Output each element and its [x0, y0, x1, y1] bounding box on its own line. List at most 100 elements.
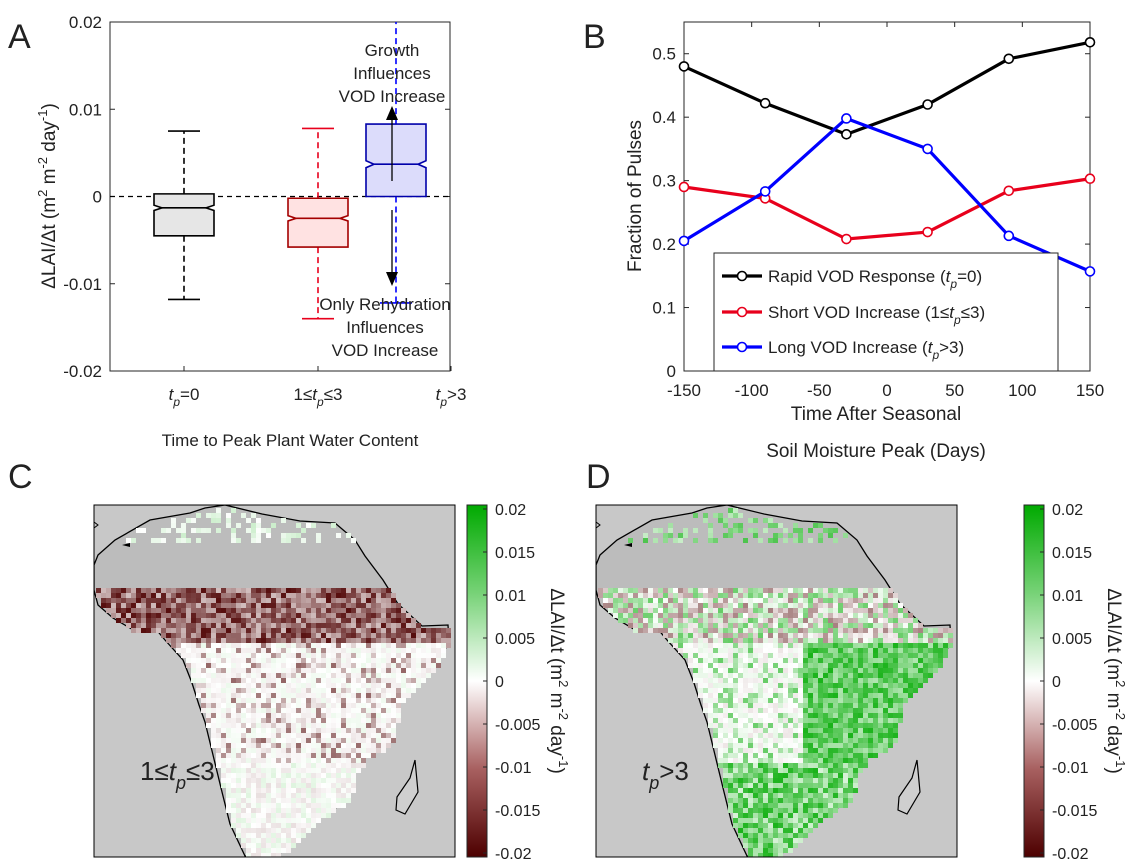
heatmap-cell [858, 663, 863, 668]
heatmap-cell [938, 648, 943, 653]
heatmap-cell [823, 758, 828, 763]
heatmap-cell [111, 613, 116, 618]
heatmap-cell [261, 698, 266, 703]
heatmap-cell [286, 778, 291, 783]
heatmap-cell [848, 763, 853, 768]
heatmap-cell [833, 678, 838, 683]
heatmap-cell [798, 698, 803, 703]
heatmap-cell [226, 773, 231, 778]
heatmap-cell [723, 638, 728, 643]
heatmap-cell [196, 648, 201, 653]
heatmap-cell [783, 603, 788, 608]
heatmap-cell [296, 733, 301, 738]
heatmap-cell [386, 678, 391, 683]
heatmap-cell [908, 633, 913, 638]
heatmap-cell [618, 598, 623, 603]
heatmap-cell [668, 638, 673, 643]
heatmap-cell [848, 748, 853, 753]
heatmap-cell [266, 673, 271, 678]
heatmap-cell [858, 593, 863, 598]
heatmap-cell [778, 773, 783, 778]
heatmap-cell [863, 643, 868, 648]
heatmap-cell [858, 673, 863, 678]
heatmap-cell [773, 683, 778, 688]
heatmap-cell [808, 758, 813, 763]
heatmap-cell [286, 813, 291, 818]
heatmap-cell [391, 628, 396, 633]
heatmap-cell [281, 743, 286, 748]
heatmap-cell [251, 843, 256, 848]
heatmap-cell [361, 593, 366, 598]
heatmap-cell [301, 713, 306, 718]
heatmap-cell [758, 648, 763, 653]
heatmap-cell [286, 783, 291, 788]
heatmap-cell [623, 603, 628, 608]
heatmap-cell [276, 798, 281, 803]
heatmap-cell [813, 778, 818, 783]
heatmap-cell [386, 658, 391, 663]
heatmap-cell [858, 713, 863, 718]
heatmap-cell [311, 818, 316, 823]
heatmap-cell [813, 783, 818, 788]
heatmap-cell [231, 618, 236, 623]
heatmap-cell [738, 513, 743, 518]
heatmap-cell [256, 633, 261, 638]
heatmap-cell [361, 723, 366, 728]
heatmap-cell [296, 673, 301, 678]
heatmap-cell [241, 658, 246, 663]
heatmap-cell [648, 608, 653, 613]
heatmap-cell [391, 593, 396, 598]
heatmap-cell [778, 753, 783, 758]
heatmap-cell [301, 728, 306, 733]
heatmap-cell [376, 673, 381, 678]
heatmap-cell [126, 603, 131, 608]
heatmap-cell [868, 668, 873, 673]
heatmap-cell [351, 783, 356, 788]
heatmap-cell [783, 698, 788, 703]
heatmap-cell [943, 648, 948, 653]
heatmap-cell [708, 603, 713, 608]
heatmap-cell [668, 608, 673, 613]
heatmap-cell [683, 653, 688, 658]
heatmap-cell [898, 608, 903, 613]
heatmap-cell [301, 648, 306, 653]
heatmap-cell [386, 648, 391, 653]
heatmap-cell [391, 623, 396, 628]
heatmap-cell [131, 598, 136, 603]
heatmap-cell [256, 678, 261, 683]
heatmap-cell [381, 698, 386, 703]
heatmap-cell [748, 773, 753, 778]
heatmap-cell [843, 588, 848, 593]
heatmap-cell [903, 658, 908, 663]
heatmap-cell [336, 788, 341, 793]
series-point [841, 129, 852, 140]
heatmap-cell [703, 683, 708, 688]
heatmap-cell [326, 778, 331, 783]
heatmap-cell [903, 673, 908, 678]
heatmap-cell [808, 718, 813, 723]
heatmap-cell [788, 688, 793, 693]
heatmap-cell [878, 698, 883, 703]
heatmap-cell [301, 823, 306, 828]
heatmap-cell [226, 738, 231, 743]
heatmap-cell [286, 608, 291, 613]
heatmap-cell [718, 713, 723, 718]
heatmap-cell [266, 688, 271, 693]
heatmap-cell [863, 618, 868, 623]
heatmap-cell [793, 723, 798, 728]
heatmap-cell [753, 748, 758, 753]
heatmap-cell [336, 758, 341, 763]
heatmap-cell [693, 638, 698, 643]
heatmap-cell [843, 638, 848, 643]
heatmap-cell [798, 728, 803, 733]
heatmap-cell [833, 688, 838, 693]
heatmap-cell [858, 603, 863, 608]
heatmap-cell [793, 818, 798, 823]
heatmap-cell [211, 593, 216, 598]
heatmap-cell [728, 603, 733, 608]
heatmap-cell [703, 603, 708, 608]
heatmap-cell [703, 663, 708, 668]
heatmap-cell [903, 608, 908, 613]
heatmap-cell [231, 528, 236, 533]
heatmap-cell [236, 603, 241, 608]
